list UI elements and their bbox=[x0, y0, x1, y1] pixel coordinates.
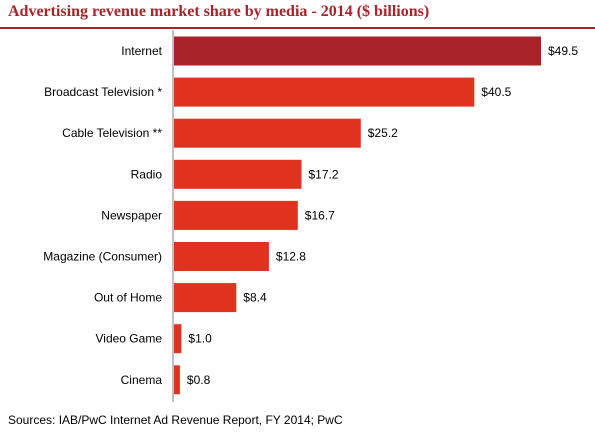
category-label: Internet bbox=[121, 44, 162, 58]
category-label: Newspaper bbox=[101, 208, 162, 222]
bar-cable-television bbox=[174, 118, 361, 148]
bar-cinema bbox=[174, 365, 180, 395]
value-labels-group: $49.5 $40.5 $25.2 $17.2 $16.7 $12.8 $8.4 $1.0 $0… bbox=[187, 44, 578, 387]
category-labels-group: Internet Broadcast Television * Cable Tele… bbox=[43, 44, 162, 387]
bars-group bbox=[174, 36, 541, 395]
value-label: $49.5 bbox=[548, 44, 578, 58]
value-label: $1.0 bbox=[188, 332, 212, 346]
category-label: Out of Home bbox=[94, 291, 162, 305]
bar-newspaper bbox=[174, 200, 298, 230]
category-label: Broadcast Television * bbox=[44, 85, 162, 99]
title-rule bbox=[0, 27, 595, 29]
value-label: $16.7 bbox=[305, 208, 335, 222]
category-label: Radio bbox=[131, 167, 163, 181]
category-label: Video Game bbox=[96, 332, 163, 346]
bar-broadcast-television bbox=[174, 77, 475, 107]
bar-video-game bbox=[174, 324, 182, 354]
value-label: $17.2 bbox=[309, 167, 339, 181]
value-label: $40.5 bbox=[481, 85, 511, 99]
value-label: $0.8 bbox=[187, 373, 211, 387]
category-label: Cinema bbox=[121, 373, 163, 387]
bar-radio bbox=[174, 159, 302, 189]
category-label: Cable Television ** bbox=[62, 126, 162, 140]
chart-source: Sources: IAB/PwC Internet Ad Revenue Rep… bbox=[8, 413, 343, 427]
bar-magazine-consumer bbox=[174, 242, 269, 271]
value-label: $8.4 bbox=[243, 291, 267, 305]
value-label: $25.2 bbox=[368, 126, 398, 140]
category-label: Magazine (Consumer) bbox=[43, 250, 162, 264]
bar-out-of-home bbox=[174, 283, 237, 313]
bar-internet bbox=[174, 36, 541, 66]
value-label: $12.8 bbox=[276, 250, 306, 264]
chart-title: Advertising revenue market share by medi… bbox=[8, 3, 430, 20]
bar-chart: Internet Broadcast Television * Cable Tele… bbox=[43, 30, 578, 402]
